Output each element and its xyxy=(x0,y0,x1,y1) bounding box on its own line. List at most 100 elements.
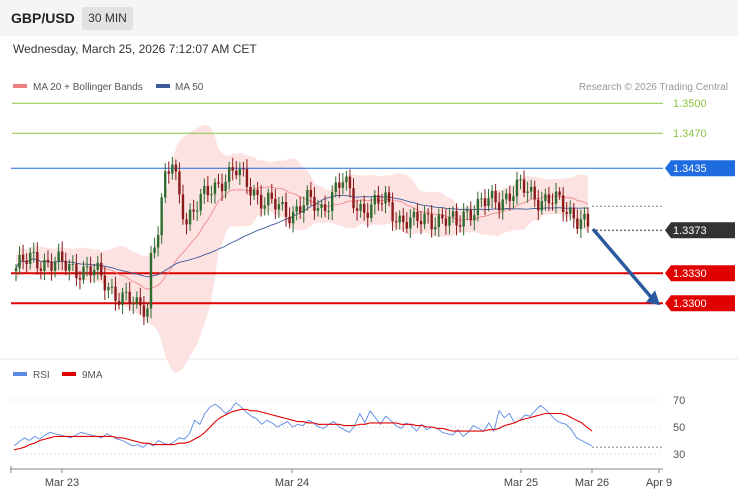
candle xyxy=(288,207,291,229)
candle-body xyxy=(224,181,227,192)
candle-body xyxy=(128,291,131,305)
candle xyxy=(206,175,210,203)
candle xyxy=(242,161,245,177)
candle xyxy=(270,183,274,204)
candle xyxy=(14,264,18,282)
candle xyxy=(359,199,362,218)
candle-body xyxy=(309,189,313,197)
candle xyxy=(565,201,568,222)
candle xyxy=(405,212,409,234)
projection-arrow-shaft xyxy=(592,228,654,300)
candle-body xyxy=(448,216,451,226)
candle xyxy=(569,200,572,221)
candle xyxy=(462,203,465,236)
header-bar: GBP/USD 30 MIN xyxy=(0,0,738,36)
candle-body xyxy=(259,194,263,209)
candle-body xyxy=(391,202,394,222)
candle-body xyxy=(366,212,369,218)
level-label-1.3500: 1.3500 xyxy=(673,98,707,110)
candle xyxy=(274,188,277,219)
candle xyxy=(469,201,472,226)
candle-body xyxy=(466,210,469,212)
candle-body xyxy=(85,266,89,268)
candle xyxy=(220,173,224,202)
candle-body xyxy=(235,170,238,176)
candle-body xyxy=(217,182,220,184)
legend-label-9ma: 9MA xyxy=(82,370,103,381)
candle-body xyxy=(576,218,579,229)
candle-body xyxy=(160,197,163,235)
candle-body xyxy=(252,189,256,196)
candle-body xyxy=(380,203,384,205)
candle xyxy=(576,209,579,234)
rsi-9ma-line xyxy=(13,408,593,451)
candle-body xyxy=(533,186,536,200)
candle-body xyxy=(515,179,519,197)
candle-body xyxy=(29,252,32,264)
candle-body xyxy=(288,216,291,224)
candle xyxy=(515,171,519,205)
candle-body xyxy=(213,182,217,195)
candle xyxy=(366,202,369,228)
candle xyxy=(199,188,202,216)
candle-body xyxy=(551,203,554,205)
time-tick-label: Apr 9 xyxy=(646,477,672,489)
candle-body xyxy=(519,179,522,181)
candle-body xyxy=(444,218,448,226)
candle xyxy=(238,162,242,185)
candle-body xyxy=(139,297,142,306)
candle-body xyxy=(174,164,178,172)
candle xyxy=(25,253,28,273)
candle xyxy=(43,253,46,281)
candle xyxy=(476,191,480,222)
candle-body xyxy=(352,188,355,209)
candle xyxy=(473,205,476,231)
candle-body xyxy=(192,209,195,212)
candle xyxy=(68,259,71,281)
candle xyxy=(316,199,320,217)
candle-body xyxy=(96,262,99,270)
candle-body xyxy=(579,219,583,229)
candle xyxy=(330,185,334,221)
candle-body xyxy=(437,214,440,227)
rsi-line xyxy=(13,402,593,448)
level-label-box xyxy=(665,265,735,282)
candle xyxy=(561,186,565,222)
candle xyxy=(402,208,405,232)
candle xyxy=(121,287,124,315)
candle-body xyxy=(110,286,114,288)
candle xyxy=(50,253,53,281)
candle xyxy=(71,255,75,272)
candle-body xyxy=(60,251,64,261)
level-label-text: 1.3500 xyxy=(673,98,707,110)
candle-body xyxy=(526,191,529,193)
candle-body xyxy=(281,201,284,205)
legend-swatch-9ma xyxy=(62,372,76,376)
candle xyxy=(487,188,490,212)
candle-body xyxy=(572,208,575,219)
candle xyxy=(434,217,437,236)
candle-body xyxy=(458,225,462,227)
rsi-tick-50: 50 xyxy=(673,422,685,434)
candle-body xyxy=(302,205,305,213)
timeframe-button[interactable]: 30 MIN xyxy=(82,7,133,30)
candle xyxy=(195,201,199,221)
candle-body xyxy=(164,171,167,198)
candle xyxy=(441,207,444,224)
candle-body xyxy=(203,185,206,194)
candle-body xyxy=(132,303,135,305)
candle xyxy=(18,246,21,275)
candle-body xyxy=(490,190,494,199)
bollinger-bands xyxy=(16,124,588,373)
legend-swatch-rsi xyxy=(13,372,27,376)
candle xyxy=(533,180,536,208)
candle-body xyxy=(441,214,444,219)
candle xyxy=(490,184,494,209)
candle-body xyxy=(43,260,46,271)
candle xyxy=(391,192,394,231)
candle xyxy=(100,252,103,280)
candle xyxy=(409,209,412,239)
price-legend: MA 20 + Bollinger Bands MA 50 xyxy=(13,82,204,93)
candle-body xyxy=(345,176,348,183)
candle-body xyxy=(473,215,476,221)
